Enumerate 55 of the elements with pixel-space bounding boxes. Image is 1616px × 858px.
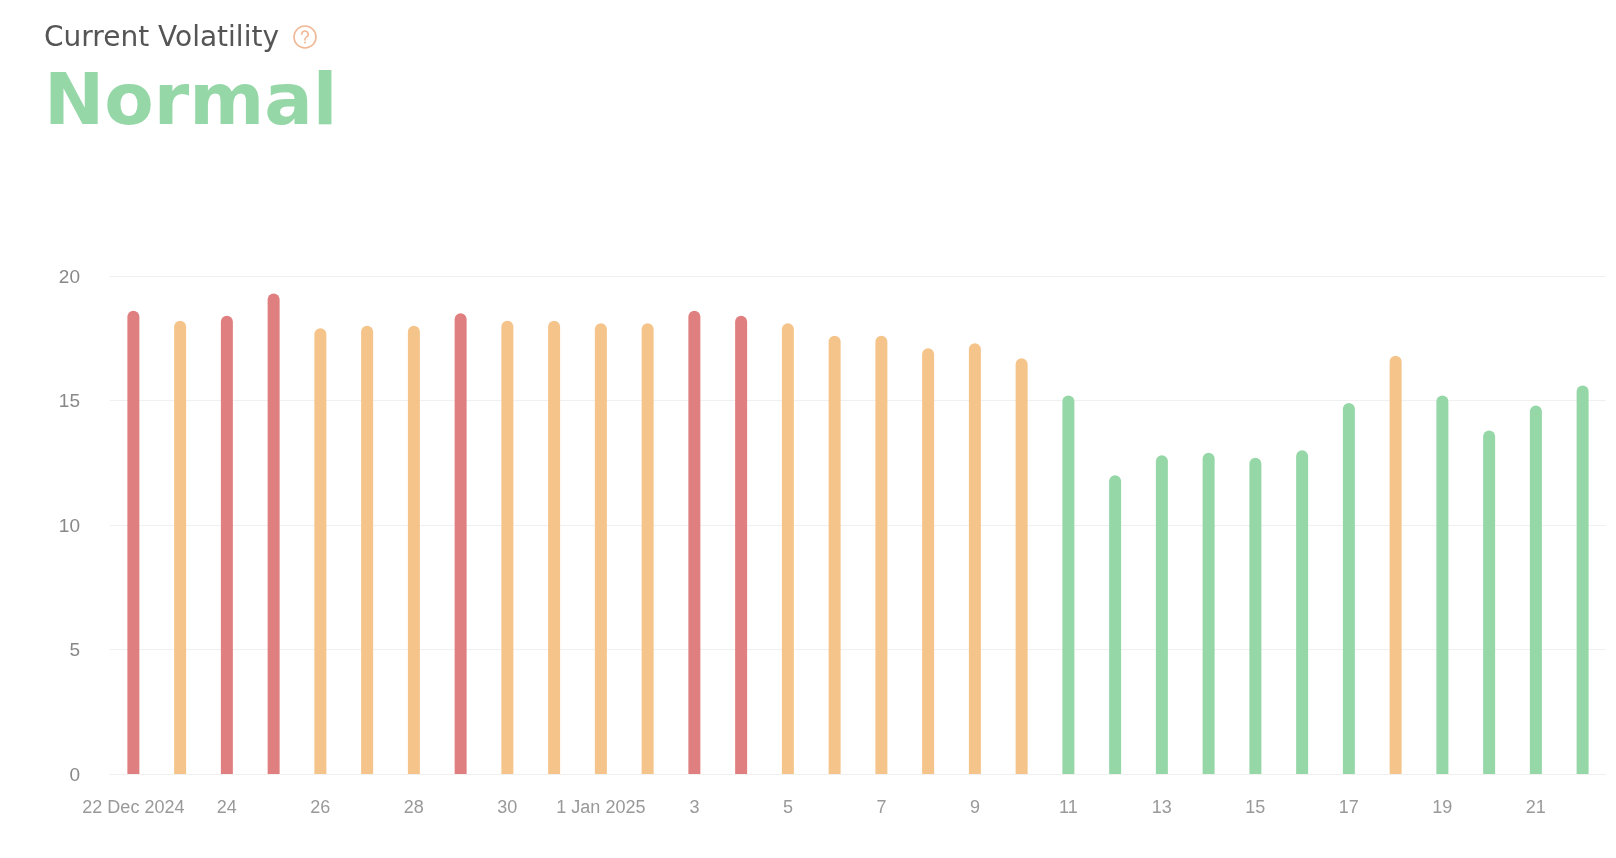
- x-tick-label: 21: [1525, 797, 1546, 817]
- bar: [267, 293, 280, 774]
- bar: [1342, 402, 1355, 774]
- bar: [1202, 452, 1215, 774]
- bar: [1015, 358, 1028, 774]
- x-tick-label: 5: [782, 797, 793, 817]
- x-tick-label: 1 Jan 2025: [556, 797, 646, 817]
- x-tick-label: 11: [1059, 797, 1078, 817]
- y-tick-label: 20: [58, 265, 80, 287]
- bar: [1576, 385, 1589, 774]
- bar: [922, 348, 935, 774]
- x-tick-label: 15: [1245, 797, 1266, 817]
- x-tick-label: 24: [216, 797, 237, 817]
- bar: [641, 323, 654, 774]
- bar: [407, 325, 420, 774]
- bar: [1483, 430, 1496, 774]
- x-tick-label: 17: [1338, 797, 1359, 817]
- x-tick-label: 3: [689, 797, 700, 817]
- y-tick-label: 10: [58, 514, 80, 536]
- x-tick-label: 30: [497, 797, 518, 817]
- bar: [688, 310, 701, 774]
- bar: [454, 313, 467, 774]
- bar: [361, 325, 374, 774]
- y-tick-label: 0: [69, 763, 80, 785]
- bar: [1249, 457, 1262, 774]
- chart-title: Current Volatility: [44, 20, 279, 53]
- bar: [501, 320, 514, 774]
- y-tick-label: 15: [58, 390, 80, 411]
- bar: [1109, 475, 1122, 774]
- bar: [875, 335, 888, 774]
- x-tick-label: 28: [403, 797, 424, 817]
- y-tick-label: 5: [69, 639, 80, 660]
- chart-subtitle: Normal: [44, 57, 338, 141]
- bar: [781, 323, 794, 774]
- x-tick-label: 22 Dec 2024: [82, 797, 185, 817]
- x-tick-label: 19: [1432, 797, 1453, 817]
- bar: [127, 310, 140, 774]
- bar: [220, 315, 233, 774]
- bar: [1436, 395, 1449, 774]
- x-tick-label: 26: [310, 797, 331, 817]
- bar: [548, 320, 561, 774]
- bar: [1062, 395, 1075, 774]
- bar: [1155, 455, 1168, 774]
- bar: [968, 343, 981, 774]
- bar: [735, 315, 748, 774]
- bar: [314, 328, 327, 774]
- bar: [828, 335, 841, 774]
- bar: [1389, 355, 1402, 774]
- bar: [594, 323, 607, 774]
- bar: [174, 320, 187, 774]
- x-tick-label: 7: [876, 797, 887, 817]
- bar: [1296, 450, 1309, 774]
- x-tick-label: 9: [969, 797, 980, 817]
- x-tick-label: 13: [1151, 797, 1172, 817]
- bar: [1529, 405, 1542, 774]
